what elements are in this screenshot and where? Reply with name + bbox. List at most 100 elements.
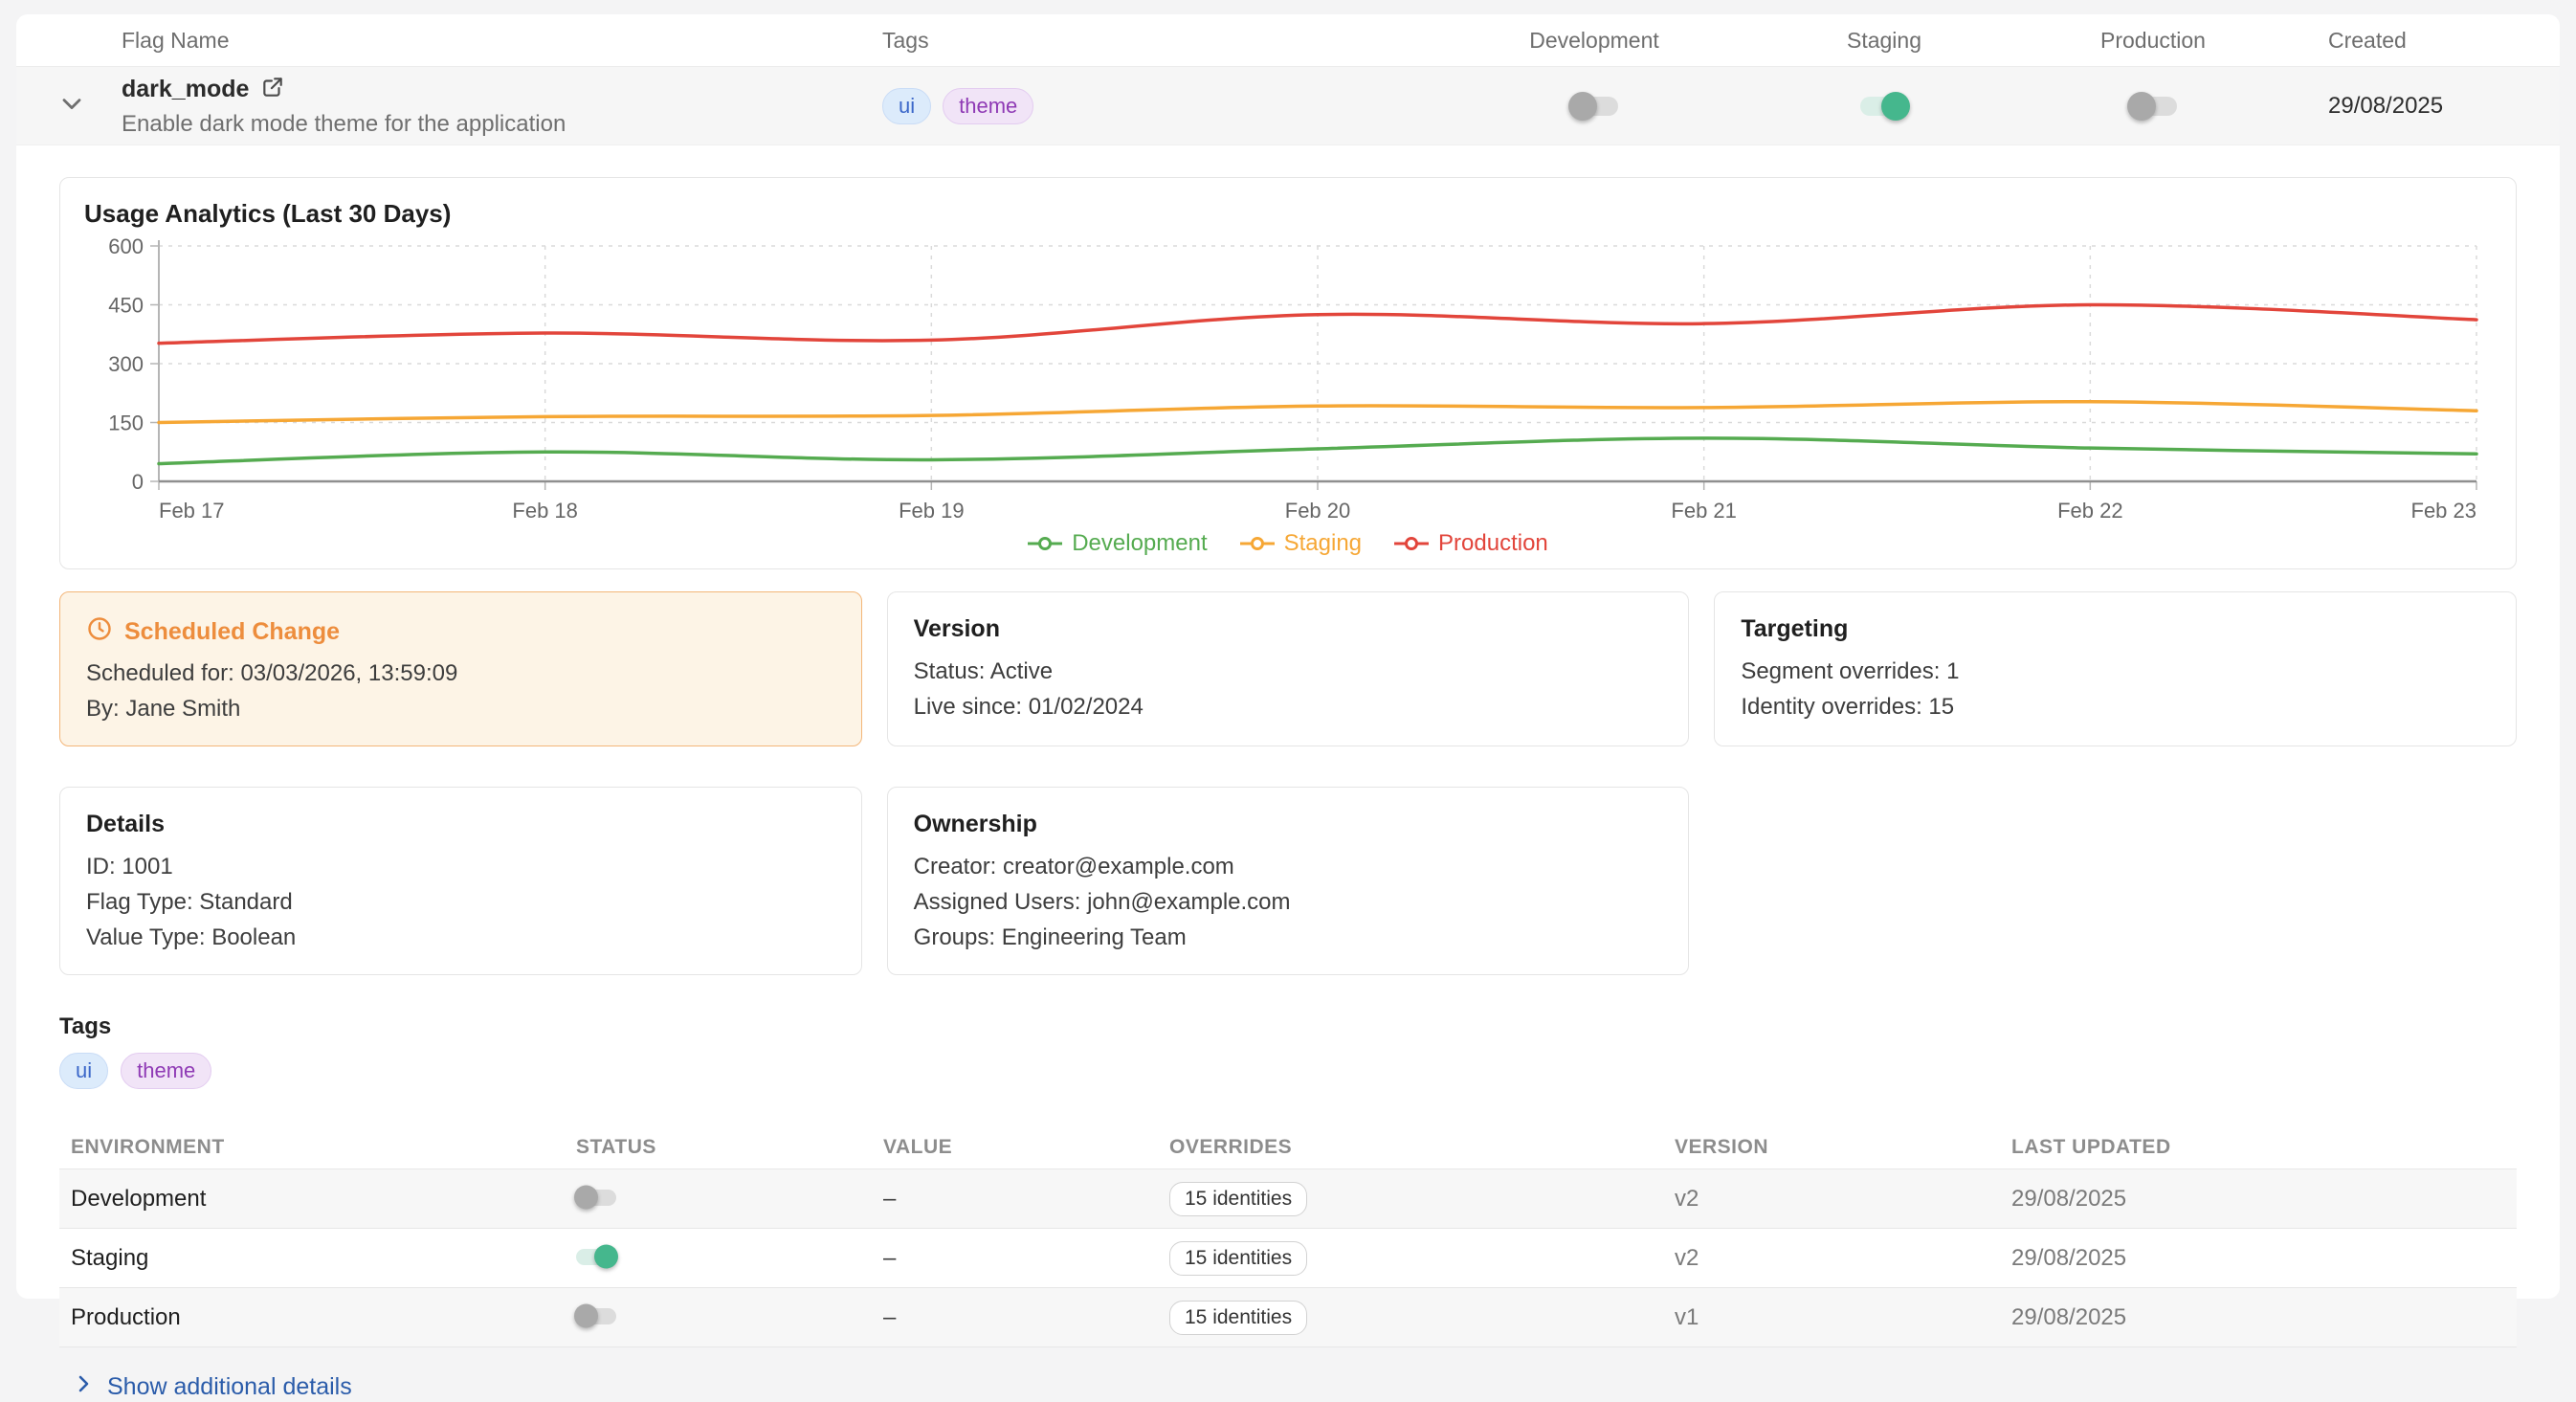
production-toggle[interactable]: [2129, 97, 2177, 116]
production-status-toggle[interactable]: [576, 1308, 616, 1324]
chevron-right-icon: [72, 1372, 95, 1402]
svg-text:Feb 21: Feb 21: [1671, 499, 1737, 523]
tag-theme: theme: [121, 1053, 211, 1089]
toggle-knob: [574, 1186, 598, 1210]
chevron-down-icon: [56, 88, 87, 123]
flag-type: Flag Type: Standard: [86, 889, 835, 916]
toggle-knob: [2127, 92, 2156, 121]
external-link-icon[interactable]: [260, 75, 285, 104]
legend-line-icon: [1028, 536, 1062, 551]
tags-section-title: Tags: [59, 1013, 2517, 1040]
environments-table-header: ENVIRONMENT STATUS VALUE OVERRIDES VERSI…: [59, 1125, 2517, 1169]
legend-item-production[interactable]: Production: [1394, 530, 1548, 557]
version-live-since: Live since: 01/02/2024: [914, 694, 1663, 721]
table-row-staging: Staging – 15 identities v2 29/08/2025: [59, 1229, 2517, 1288]
environment-last-updated: 29/08/2025: [2011, 1186, 2517, 1213]
legend-item-staging[interactable]: Staging: [1240, 530, 1362, 557]
staging-status-toggle[interactable]: [576, 1249, 616, 1265]
col-last-updated: LAST UPDATED: [2011, 1136, 2517, 1159]
details-title: Details: [86, 811, 835, 838]
svg-text:600: 600: [108, 234, 144, 258]
assigned-users: Assigned Users: john@example.com: [914, 889, 1663, 916]
tag-ui: ui: [882, 88, 931, 124]
created-date: 29/08/2025: [2276, 93, 2560, 120]
toggle-knob: [594, 1245, 618, 1269]
environment-last-updated: 29/08/2025: [2011, 1304, 2517, 1331]
scheduled-for: Scheduled for: 03/03/2026, 13:59:09: [86, 660, 835, 687]
toggle-knob: [1881, 92, 1910, 121]
legend-line-icon: [1394, 536, 1429, 551]
table-row-development: Development – 15 identities v2 29/08/202…: [59, 1169, 2517, 1229]
environments-table: ENVIRONMENT STATUS VALUE OVERRIDES VERSI…: [59, 1125, 2517, 1347]
flag-description: Enable dark mode theme for the applicati…: [122, 111, 882, 138]
flag-row-tags: ui theme: [882, 88, 1451, 124]
scheduled-by: By: Jane Smith: [86, 696, 835, 723]
environment-version: v2: [1675, 1245, 2011, 1272]
col-environment: ENVIRONMENT: [71, 1136, 576, 1159]
environment-last-updated: 29/08/2025: [2011, 1245, 2517, 1272]
development-toggle[interactable]: [1570, 97, 1618, 116]
overrides-badge[interactable]: 15 identities: [1169, 1301, 1307, 1335]
show-additional-details-link[interactable]: Show additional details: [72, 1372, 2517, 1402]
environment-version: v2: [1675, 1186, 2011, 1213]
svg-text:Feb 17: Feb 17: [159, 499, 225, 523]
overrides-badge[interactable]: 15 identities: [1169, 1241, 1307, 1276]
collapse-flag-button[interactable]: [49, 88, 122, 123]
toggle-knob: [574, 1304, 598, 1328]
flag-table-header: Flag Name Tags Development Staging Produ…: [16, 14, 2560, 67]
legend-item-development[interactable]: Development: [1028, 530, 1207, 557]
col-version: VERSION: [1675, 1136, 2011, 1159]
staging-toggle[interactable]: [1860, 97, 1908, 116]
flag-name[interactable]: dark_mode: [122, 76, 249, 103]
col-value: VALUE: [883, 1136, 1169, 1159]
svg-text:300: 300: [108, 352, 144, 376]
creator: Creator: creator@example.com: [914, 854, 1663, 880]
svg-text:Feb 18: Feb 18: [512, 499, 578, 523]
col-tags: Tags: [882, 28, 1451, 54]
scheduled-change-title: Scheduled Change: [124, 618, 340, 646]
environment-value: –: [883, 1304, 1169, 1331]
flag-id: ID: 1001: [86, 854, 835, 880]
usage-chart: 0150300450600Feb 17Feb 18Feb 19Feb 20Feb…: [84, 234, 2510, 523]
col-created: Created: [2276, 28, 2560, 54]
flag-detail-panel: Flag Name Tags Development Staging Produ…: [16, 14, 2560, 1299]
col-status: STATUS: [576, 1136, 883, 1159]
version-title: Version: [914, 615, 1663, 643]
flag-row[interactable]: dark_mode Enable dark mode theme for the…: [16, 67, 2560, 145]
development-status-toggle[interactable]: [576, 1190, 616, 1206]
table-row-production: Production – 15 identities v1 29/08/2025: [59, 1288, 2517, 1347]
legend-label: Development: [1072, 530, 1207, 557]
ownership-card: Ownership Creator: creator@example.com A…: [887, 787, 1690, 975]
legend-line-icon: [1240, 536, 1275, 551]
usage-analytics-card: Usage Analytics (Last 30 Days) 015030045…: [59, 177, 2517, 569]
svg-text:Feb 19: Feb 19: [899, 499, 965, 523]
svg-text:Feb 22: Feb 22: [2057, 499, 2123, 523]
value-type: Value Type: Boolean: [86, 924, 835, 951]
tag-theme: theme: [943, 88, 1033, 124]
legend-label: Production: [1438, 530, 1548, 557]
environment-name: Development: [71, 1186, 576, 1213]
version-status: Status: Active: [914, 658, 1663, 685]
groups: Groups: Engineering Team: [914, 924, 1663, 951]
environment-version: v1: [1675, 1304, 2011, 1331]
svg-text:150: 150: [108, 412, 144, 435]
chart-legend: Development Staging Production: [84, 530, 2492, 557]
scheduled-change-card: Scheduled Change Scheduled for: 03/03/20…: [59, 591, 862, 746]
svg-text:Feb 20: Feb 20: [1285, 499, 1351, 523]
svg-text:450: 450: [108, 294, 144, 318]
details-card: Details ID: 1001 Flag Type: Standard Val…: [59, 787, 862, 975]
environment-value: –: [883, 1186, 1169, 1213]
targeting-card: Targeting Segment overrides: 1 Identity …: [1714, 591, 2517, 746]
targeting-title: Targeting: [1741, 615, 2490, 643]
col-production: Production: [2031, 28, 2276, 54]
col-staging: Staging: [1738, 28, 2031, 54]
col-flag-name: Flag Name: [122, 28, 882, 54]
show-additional-details-label: Show additional details: [107, 1373, 352, 1401]
identity-overrides: Identity overrides: 15: [1741, 694, 2490, 721]
tag-ui: ui: [59, 1053, 108, 1089]
tags-section: Tags ui theme: [59, 1013, 2517, 1089]
legend-label: Staging: [1284, 530, 1362, 557]
version-card: Version Status: Active Live since: 01/02…: [887, 591, 1690, 746]
overrides-badge[interactable]: 15 identities: [1169, 1182, 1307, 1216]
environment-name: Staging: [71, 1245, 576, 1272]
